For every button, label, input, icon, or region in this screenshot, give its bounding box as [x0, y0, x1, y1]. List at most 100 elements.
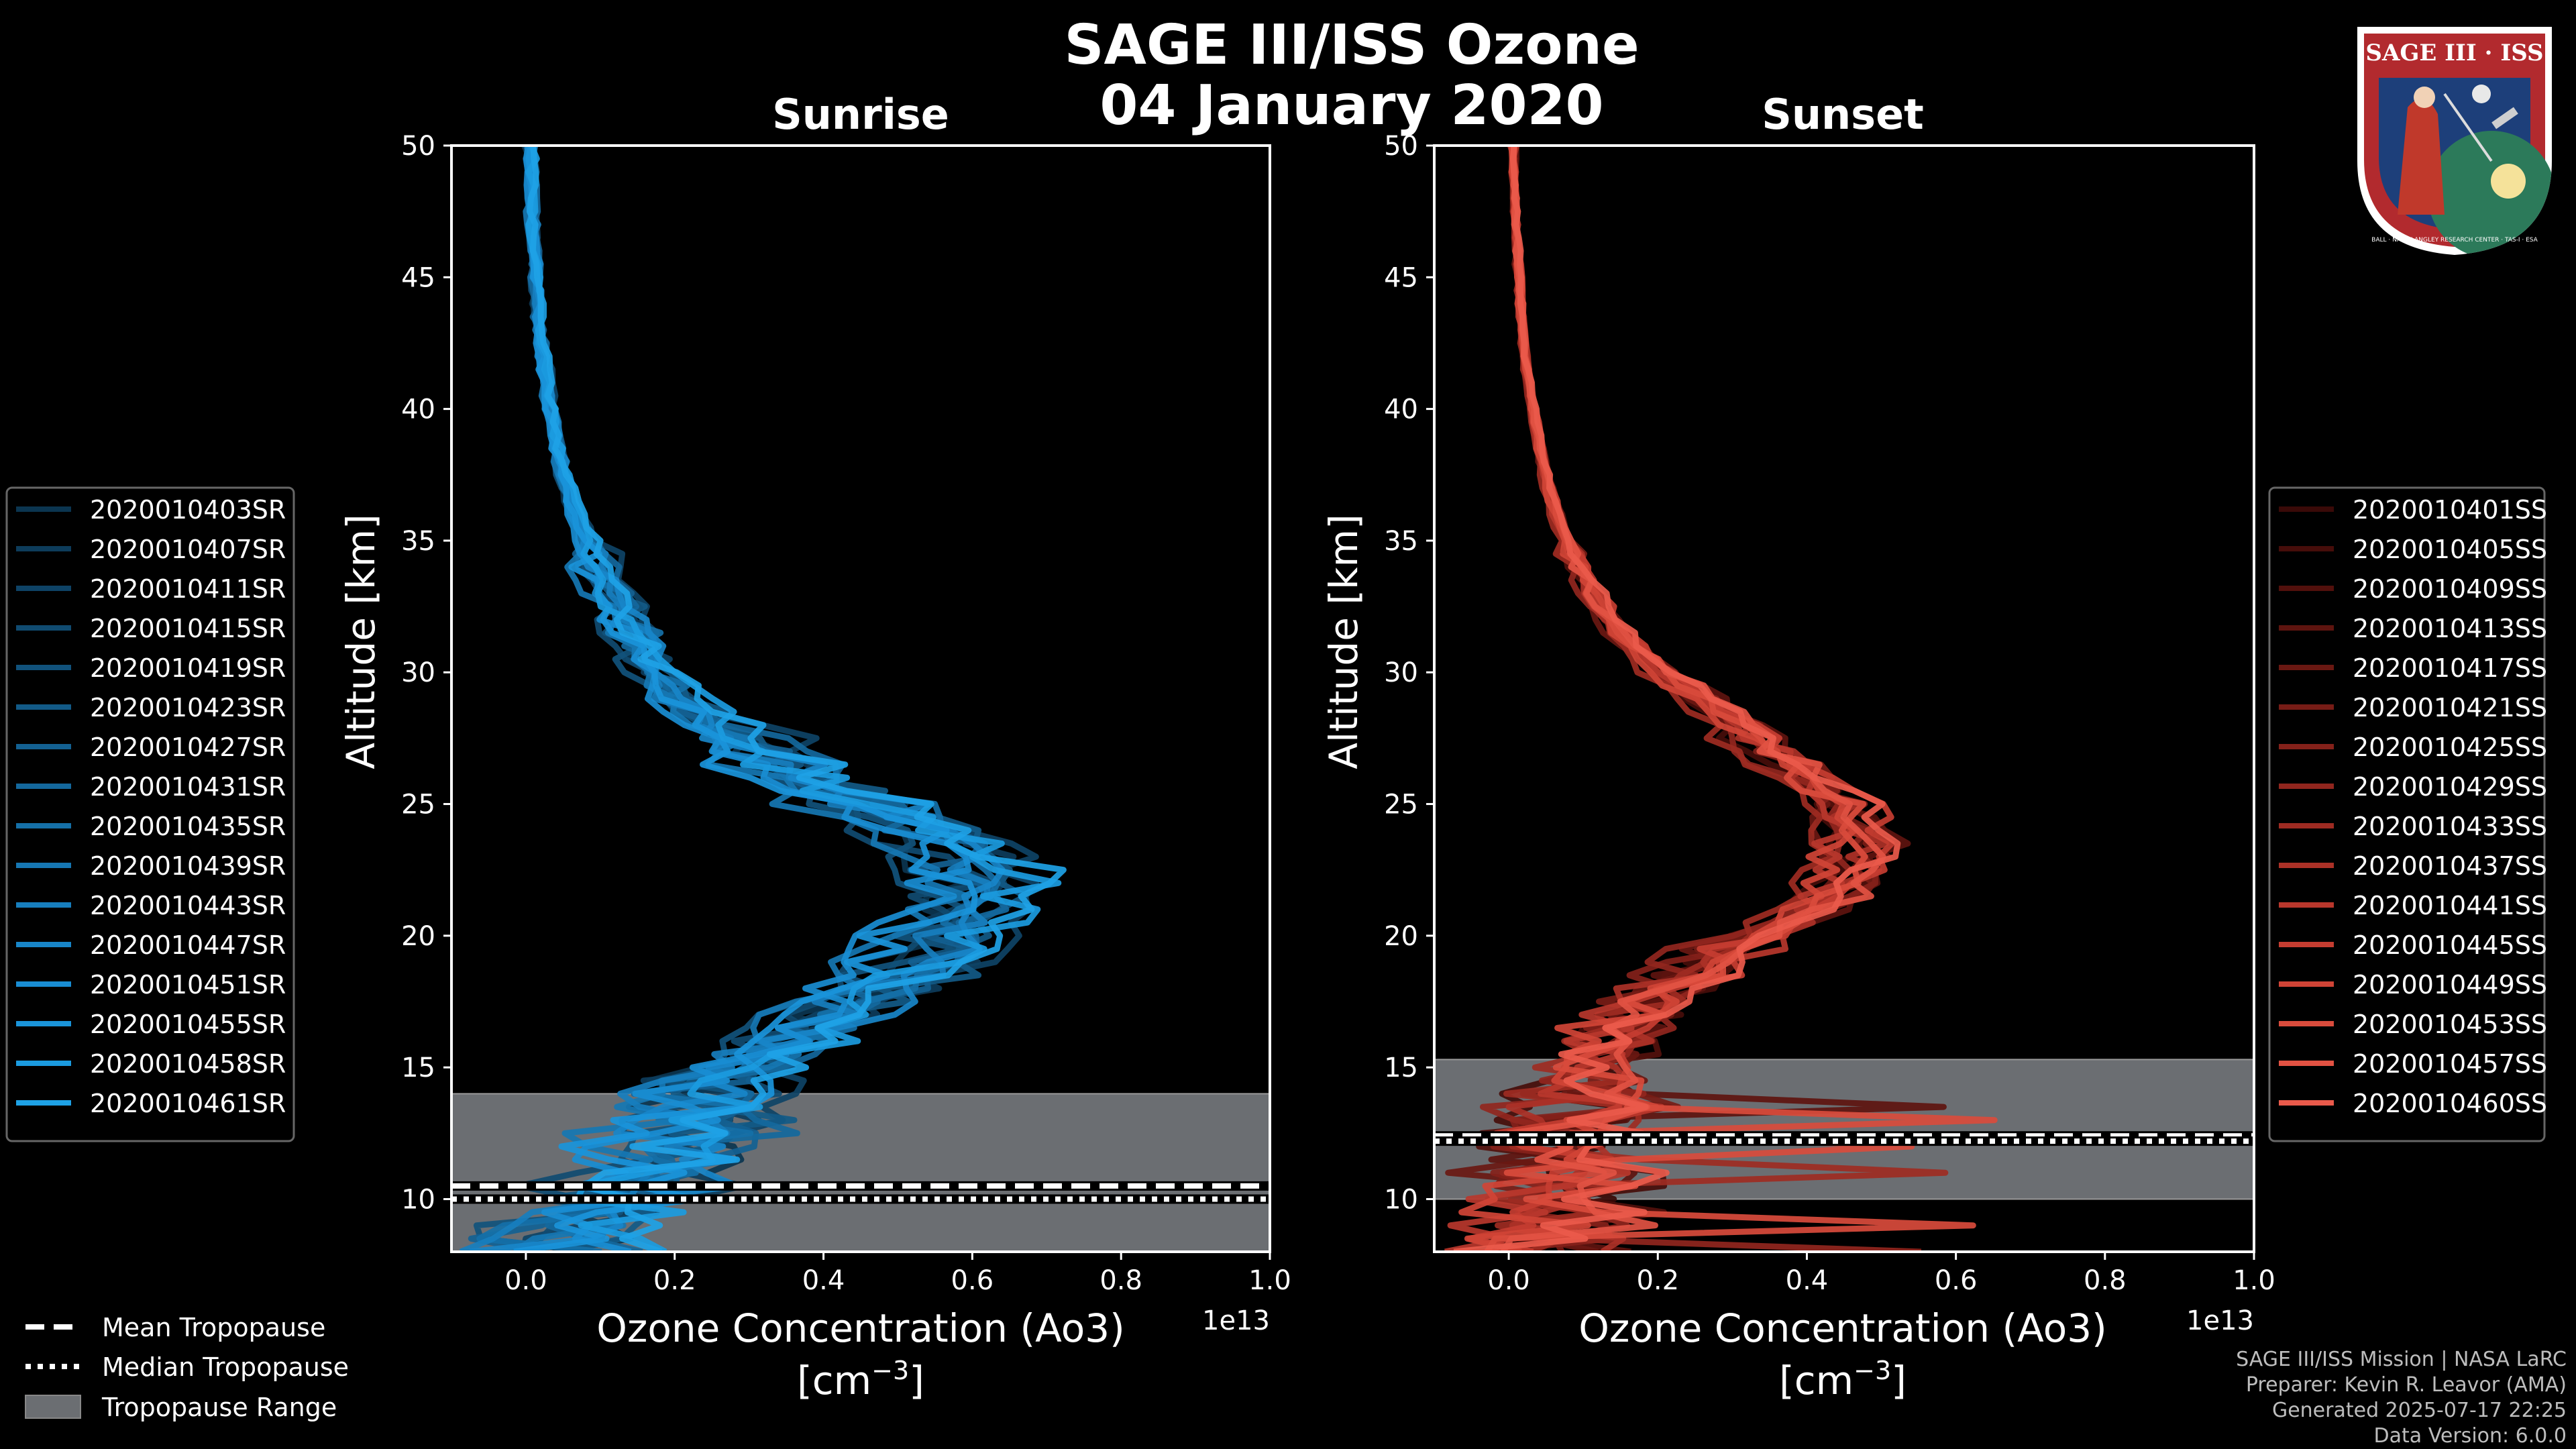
x-axis-label: Ozone Concentration (Ao3): [596, 1305, 1125, 1351]
panel-sunrise: 0.0 0.2 0.4 0.6 0.8 1.0 10 15 20 25 30 35 40 45 50 Sunr…: [5, 90, 1291, 1403]
profiles-group: [1444, 146, 1998, 1252]
y-tick-label: 20: [401, 921, 435, 952]
y-tick-label: 15: [401, 1053, 435, 1083]
y-tick-label: 35: [1384, 526, 1418, 557]
figure-title-line2: 04 January 2020: [1099, 74, 1603, 138]
y-tick-label: 50: [1384, 131, 1418, 162]
legend-label-2020010443SR: 2020010443SR: [90, 891, 286, 920]
median-tropopause-label: Median Tropopause: [102, 1352, 349, 1382]
plot-frame: [1433, 144, 2255, 1253]
logo-earth: [2428, 131, 2552, 255]
logo-figure-robe: [2398, 99, 2445, 215]
y-tick-label: 40: [401, 394, 435, 425]
figure-title-line1: SAGE III/ISS Ozone: [1064, 13, 1639, 77]
legend-label-2020010417SS: 2020010417SS: [2353, 653, 2547, 683]
sage-iii-iss-logo: SAGE III · ISS BALL · NASA LANGLEY RESEA…: [2357, 27, 2552, 255]
x-tick-label: 0.0: [504, 1265, 547, 1296]
legend-label-2020010461SR: 2020010461SR: [90, 1089, 286, 1118]
logo-ring-text: BALL · NASA LANGLEY RESEARCH CENTER · TA…: [2371, 237, 2538, 244]
logo-beam: [2443, 93, 2493, 162]
legend-label-2020010457SS: 2020010457SS: [2353, 1049, 2547, 1079]
x-axis-unit-label: [cm−3]: [1779, 1356, 1907, 1403]
credit-line-3: Generated 2025-07-17 22:25: [2272, 1399, 2567, 1422]
logo-figure-head: [2414, 87, 2435, 108]
profile-line-2020010460SS: [1453, 146, 1901, 1252]
profiles-group: [459, 146, 1067, 1252]
y-tick-label: 20: [1384, 921, 1418, 952]
panel-sunset: 0.0 0.2 0.4 0.6 0.8 1.0 10 15 20 25 30 35 40 45 50 Suns…: [1321, 90, 2547, 1403]
tropopause-legend: Mean Tropopause Median Tropopause Tropop…: [25, 1313, 349, 1422]
tropopause-range-swatch: [25, 1395, 81, 1419]
x-tick-label: 0.2: [1636, 1265, 1679, 1296]
legend-label-2020010455SR: 2020010455SR: [90, 1010, 286, 1039]
legend-label-2020010460SS: 2020010460SS: [2353, 1089, 2547, 1118]
profile-line-2020010458SR: [525, 146, 1062, 1252]
legend-label-2020010405SS: 2020010405SS: [2353, 535, 2547, 564]
logo-iss: [2491, 107, 2518, 129]
y-tick-label: 30: [1384, 657, 1418, 688]
x-axis-unit-base: [cm: [1779, 1358, 1854, 1403]
legend-label-2020010429SS: 2020010429SS: [2353, 772, 2547, 802]
legend-label-2020010411SR: 2020010411SR: [90, 574, 286, 604]
legend-label-2020010409SS: 2020010409SS: [2353, 574, 2547, 604]
y-tick-label: 25: [401, 790, 435, 820]
mean-tropopause-label: Mean Tropopause: [102, 1313, 325, 1342]
credits: SAGE III/ISS Mission | NASA LaRC Prepare…: [2236, 1348, 2567, 1448]
tropopause-range-label: Tropopause Range: [101, 1393, 337, 1422]
legend-label-2020010427SR: 2020010427SR: [90, 733, 286, 762]
legend-label-2020010437SS: 2020010437SS: [2353, 851, 2547, 881]
legend-label-2020010435SR: 2020010435SR: [90, 812, 286, 841]
x-tick-label: 0.6: [1935, 1265, 1978, 1296]
x-axis-unit-exponent: −3: [1854, 1356, 1891, 1385]
y-tick-label: 35: [401, 526, 435, 557]
x-tick-label: 0.4: [802, 1265, 845, 1296]
legend-label-2020010441SS: 2020010441SS: [2353, 891, 2547, 920]
y-tick-label: 10: [1384, 1184, 1418, 1215]
panel-title: Sunrise: [772, 90, 949, 139]
logo-title: SAGE III · ISS: [2365, 40, 2543, 66]
x-tick-label: 1.0: [2233, 1265, 2275, 1296]
legend-label-2020010413SS: 2020010413SS: [2353, 614, 2547, 643]
panel-title: Sunset: [1762, 90, 1924, 139]
logo-sun: [2491, 164, 2526, 199]
x-tick-label: 0.8: [2084, 1265, 2127, 1296]
legend-label-2020010449SS: 2020010449SS: [2353, 970, 2547, 1000]
x-axis-unit-close: ]: [1891, 1358, 1907, 1403]
x-axis-unit-close: ]: [909, 1358, 924, 1403]
x-axis-unit-base: [cm: [797, 1358, 871, 1403]
legend-label-2020010445SS: 2020010445SS: [2353, 930, 2547, 960]
legend-label-2020010458SR: 2020010458SR: [90, 1049, 286, 1079]
y-tick-label: 45: [1384, 262, 1418, 293]
credit-line-1: SAGE III/ISS Mission | NASA LaRC: [2236, 1348, 2567, 1371]
legend-label-2020010419SR: 2020010419SR: [90, 653, 286, 683]
legend-label-2020010421SS: 2020010421SS: [2353, 693, 2547, 722]
x-axis-label: Ozone Concentration (Ao3): [1578, 1305, 2107, 1351]
series-legend-box: [5, 486, 295, 1142]
legend-label-2020010439SR: 2020010439SR: [90, 851, 286, 881]
x-offset-label: 1e13: [1202, 1305, 1270, 1336]
x-tick-label: 0.4: [1786, 1265, 1829, 1296]
legend-label-2020010407SR: 2020010407SR: [90, 535, 286, 564]
credit-line-4: Data Version: 6.0.0: [2374, 1424, 2567, 1448]
y-tick-label: 40: [1384, 394, 1418, 425]
y-axis-label: Altitude [km]: [1321, 514, 1366, 769]
x-axis-unit-exponent: −3: [871, 1356, 909, 1385]
y-tick-label: 30: [401, 657, 435, 688]
y-tick-label: 10: [401, 1184, 435, 1215]
plot-frame: [450, 144, 1271, 1253]
legend-label-2020010447SR: 2020010447SR: [90, 930, 286, 960]
legend-label-2020010451SR: 2020010451SR: [90, 970, 286, 1000]
legend-label-2020010415SR: 2020010415SR: [90, 614, 286, 643]
series-legend-box: [2268, 486, 2546, 1142]
profile-line-2020010461SR: [527, 146, 1067, 1252]
y-tick-label: 50: [401, 131, 435, 162]
x-tick-label: 1.0: [1248, 1265, 1291, 1296]
legend-label-2020010431SR: 2020010431SR: [90, 772, 286, 802]
legend-label-2020010453SS: 2020010453SS: [2353, 1010, 2547, 1039]
x-tick-label: 0.8: [1099, 1265, 1142, 1296]
legend-label-2020010425SS: 2020010425SS: [2353, 733, 2547, 762]
x-tick-label: 0.2: [653, 1265, 696, 1296]
legend-label-2020010423SR: 2020010423SR: [90, 693, 286, 722]
y-tick-label: 15: [1384, 1053, 1418, 1083]
